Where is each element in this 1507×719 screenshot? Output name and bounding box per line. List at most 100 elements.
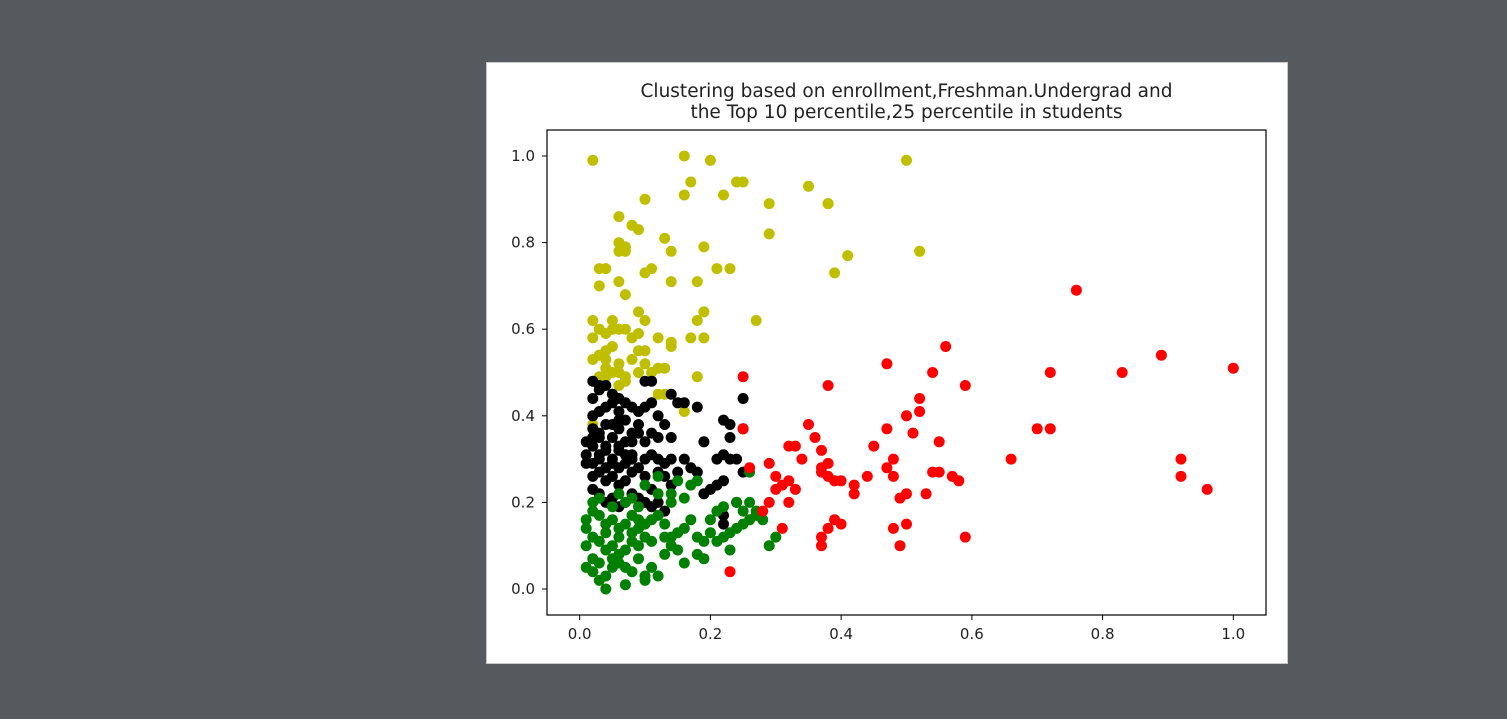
data-point bbox=[665, 276, 677, 288]
data-point bbox=[770, 483, 782, 495]
data-point bbox=[835, 518, 847, 530]
data-point bbox=[600, 419, 612, 430]
data-point bbox=[959, 380, 971, 391]
data-point bbox=[914, 406, 926, 417]
data-point bbox=[1155, 349, 1167, 361]
data-point bbox=[606, 388, 618, 400]
data-point bbox=[606, 501, 618, 513]
data-point bbox=[744, 496, 756, 508]
data-point bbox=[887, 453, 899, 465]
data-point bbox=[1070, 284, 1082, 296]
data-point bbox=[822, 470, 834, 482]
data-point bbox=[619, 323, 631, 335]
data-point bbox=[633, 427, 644, 439]
data-point bbox=[678, 557, 690, 569]
data-point bbox=[652, 496, 664, 508]
data-point bbox=[613, 358, 625, 370]
data-point bbox=[633, 553, 644, 565]
data-point bbox=[1175, 453, 1187, 465]
data-point bbox=[691, 475, 703, 487]
data-point bbox=[619, 289, 631, 301]
data-point bbox=[1031, 423, 1043, 435]
data-point bbox=[724, 432, 736, 443]
data-point bbox=[652, 488, 664, 500]
data-point bbox=[587, 315, 599, 326]
data-point bbox=[652, 509, 664, 521]
data-point bbox=[750, 315, 762, 326]
data-point bbox=[665, 388, 677, 400]
data-point bbox=[580, 457, 592, 469]
y-axis-ticks: 0.0 0.2 0.4 0.6 0.8 1.0 bbox=[511, 147, 547, 598]
data-point bbox=[587, 440, 599, 452]
data-point bbox=[659, 419, 671, 430]
data-point bbox=[822, 522, 834, 534]
data-point bbox=[646, 397, 658, 409]
data-point bbox=[927, 367, 939, 378]
data-point bbox=[672, 466, 684, 478]
data-point bbox=[816, 444, 827, 456]
data-point bbox=[835, 475, 847, 487]
data-point bbox=[763, 457, 775, 469]
data-point bbox=[737, 505, 749, 517]
data-point bbox=[633, 328, 644, 339]
data-point bbox=[600, 263, 612, 275]
data-point bbox=[678, 150, 690, 162]
series-3 bbox=[724, 284, 1239, 578]
axes-frame bbox=[546, 129, 1267, 616]
x-tick-label: 0.2 bbox=[698, 625, 722, 643]
data-point bbox=[698, 436, 710, 448]
data-point bbox=[593, 492, 605, 504]
data-point bbox=[783, 475, 795, 487]
data-point bbox=[829, 267, 841, 279]
data-point bbox=[659, 531, 671, 543]
data-point bbox=[757, 514, 769, 526]
data-point bbox=[639, 315, 651, 326]
data-point bbox=[691, 371, 703, 383]
data-point bbox=[639, 574, 651, 586]
x-axis-ticks: 0.0 0.2 0.4 0.6 0.8 1.0 bbox=[568, 615, 1245, 643]
data-point bbox=[698, 488, 710, 500]
x-tick-label: 1.0 bbox=[1221, 625, 1245, 643]
data-point bbox=[639, 358, 651, 370]
data-point bbox=[613, 531, 625, 543]
data-point bbox=[698, 535, 710, 547]
chart-title-line-1: Clustering based on enrollment,Freshman.… bbox=[641, 81, 1173, 102]
data-point bbox=[940, 341, 952, 352]
data-point bbox=[613, 488, 625, 500]
data-point bbox=[665, 453, 677, 465]
data-point bbox=[665, 488, 677, 500]
data-point bbox=[633, 306, 644, 318]
data-point bbox=[770, 531, 782, 543]
data-point bbox=[783, 440, 795, 452]
data-point bbox=[626, 449, 638, 461]
data-point bbox=[848, 479, 860, 491]
data-point bbox=[914, 393, 926, 404]
data-point bbox=[737, 423, 749, 435]
data-point bbox=[665, 432, 677, 443]
data-point bbox=[776, 522, 788, 534]
data-point bbox=[646, 561, 658, 573]
data-point bbox=[606, 514, 618, 526]
data-point bbox=[822, 380, 834, 391]
data-point bbox=[665, 540, 677, 552]
data-point bbox=[619, 544, 631, 556]
data-point bbox=[606, 432, 618, 443]
data-point bbox=[959, 531, 971, 543]
data-point bbox=[848, 488, 860, 500]
data-point bbox=[678, 189, 690, 201]
data-point bbox=[639, 470, 651, 482]
y-tick-label: 1.0 bbox=[511, 147, 535, 165]
data-point bbox=[600, 354, 612, 365]
data-point bbox=[698, 306, 710, 318]
data-point bbox=[639, 267, 651, 279]
data-point bbox=[600, 583, 612, 595]
data-point bbox=[619, 457, 631, 469]
data-point bbox=[593, 449, 605, 461]
y-tick-label: 0.8 bbox=[511, 234, 535, 252]
data-point bbox=[593, 509, 605, 521]
y-tick-label: 0.6 bbox=[511, 320, 535, 338]
data-point bbox=[606, 341, 618, 352]
series-2 bbox=[580, 466, 782, 595]
data-point bbox=[887, 470, 899, 482]
data-point bbox=[626, 436, 638, 448]
